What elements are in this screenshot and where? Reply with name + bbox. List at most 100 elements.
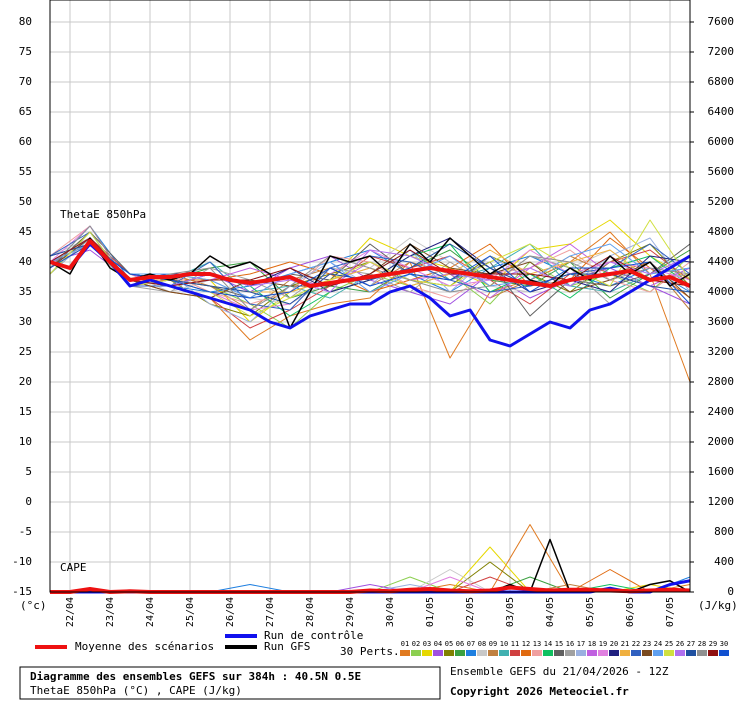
y-tick-label: 20 xyxy=(19,375,32,388)
theta-line xyxy=(49,239,691,288)
legend-label: Run de contrôle xyxy=(264,629,363,642)
legend-swatch xyxy=(433,650,443,656)
legend-label: 23 xyxy=(643,640,651,648)
y2-tick-label: 1200 xyxy=(708,495,735,508)
y2-tick-label: 7600 xyxy=(708,15,735,28)
legend-swatch xyxy=(565,650,575,656)
legend-label: 09 xyxy=(489,640,497,648)
x-tick-label: 05/05 xyxy=(585,597,596,627)
y-tick-label: -5 xyxy=(19,525,32,538)
y2-tick-label: 6000 xyxy=(708,135,735,148)
y2-tick-label: 4800 xyxy=(708,225,735,238)
pert-theta-line xyxy=(49,237,691,287)
x-tick-label: 30/04 xyxy=(385,597,396,627)
x-tick-label: 27/04 xyxy=(265,597,276,627)
theta-line xyxy=(49,242,691,348)
y2-tick-label: 2000 xyxy=(708,435,735,448)
legend-swatch xyxy=(477,650,487,656)
legend-label: Moyenne des scénarios xyxy=(75,640,214,653)
legend-swatch xyxy=(576,650,586,656)
legend-label: 10 xyxy=(500,640,508,648)
y-tick-label: 35 xyxy=(19,285,32,298)
y-tick-label: 10 xyxy=(19,435,32,448)
legend-swatch xyxy=(488,650,498,656)
legend-label: 14 xyxy=(544,640,552,648)
run-info: Ensemble GEFS du 21/04/2026 - 12Z xyxy=(450,665,669,678)
legend-label: 08 xyxy=(478,640,486,648)
legend-label: 11 xyxy=(511,640,519,648)
legend-swatch xyxy=(554,650,564,656)
legend-swatch xyxy=(422,650,432,656)
pert-theta-line xyxy=(49,243,691,299)
legend-label: 06 xyxy=(456,640,464,648)
legend-swatch xyxy=(664,650,674,656)
x-tick-label: 06/05 xyxy=(625,597,636,627)
legend-label: 02 xyxy=(412,640,420,648)
legend-swatch xyxy=(719,650,729,656)
legend-label: Run GFS xyxy=(264,640,310,653)
y-tick-label: 60 xyxy=(19,135,32,148)
legend-label: 25 xyxy=(665,640,673,648)
legend-label: 12 xyxy=(522,640,530,648)
x-tick-label: 02/05 xyxy=(465,597,476,627)
legend-label: 18 xyxy=(588,640,596,648)
legend-swatch xyxy=(620,650,630,656)
y2-tick-label: 3200 xyxy=(708,345,735,358)
legend-swatch xyxy=(521,650,531,656)
legend-label: 07 xyxy=(467,640,475,648)
legend-swatch xyxy=(653,650,663,656)
y2-tick-label: 3600 xyxy=(708,315,735,328)
legend-label: 05 xyxy=(445,640,453,648)
y-tick-label: 40 xyxy=(19,255,32,268)
y-tick-label: 75 xyxy=(19,45,32,58)
legend-label: 17 xyxy=(577,640,585,648)
legend-label: 03 xyxy=(423,640,431,648)
y2-tick-label: 7200 xyxy=(708,45,735,58)
x-tick-label: 29/04 xyxy=(345,597,356,627)
legend-swatch xyxy=(510,650,520,656)
y2-unit: (J/kg) xyxy=(698,599,738,612)
theta-label: ThetaE 850hPa xyxy=(60,208,146,221)
legend-swatch xyxy=(598,650,608,656)
x-tick-label: 01/05 xyxy=(425,597,436,627)
y-tick-label: 5 xyxy=(25,465,32,478)
legend-swatch xyxy=(532,650,542,656)
y2-tick-label: 800 xyxy=(714,525,734,538)
legend-label: 26 xyxy=(676,640,684,648)
y-tick-label: 50 xyxy=(19,195,32,208)
y-unit: (°c) xyxy=(20,599,47,612)
legend-label: 28 xyxy=(698,640,706,648)
title-box xyxy=(19,666,441,700)
legend-swatch xyxy=(411,650,421,656)
x-tick-label: 03/05 xyxy=(505,597,516,627)
legend-swatch xyxy=(587,650,597,656)
x-tick-label: 24/04 xyxy=(145,597,156,627)
x-tick-label: 07/05 xyxy=(665,597,676,627)
y2-tick-label: 5600 xyxy=(708,165,735,178)
legend-label: 19 xyxy=(599,640,607,648)
legend-label: 15 xyxy=(555,640,563,648)
legend-swatch xyxy=(708,650,718,656)
y2-tick-label: 2800 xyxy=(708,375,735,388)
subtitle: ThetaE 850hPa (°C) , CAPE (J/kg) xyxy=(30,684,242,697)
legend-swatch xyxy=(631,650,641,656)
legend-label: 04 xyxy=(434,640,442,648)
y-tick-label: 25 xyxy=(19,345,32,358)
perts-label: 30 Perts. xyxy=(340,645,400,658)
y2-tick-label: 1600 xyxy=(708,465,735,478)
legend-label: 13 xyxy=(533,640,541,648)
legend-swatch xyxy=(543,650,553,656)
y-tick-label: 70 xyxy=(19,75,32,88)
x-tick-label: 26/04 xyxy=(225,597,236,627)
legend-swatch xyxy=(642,650,652,656)
y2-tick-label: 5200 xyxy=(708,195,735,208)
y-tick-label: 30 xyxy=(19,315,32,328)
y2-tick-label: 6400 xyxy=(708,105,735,118)
y-tick-label: 45 xyxy=(19,225,32,238)
x-tick-label: 04/05 xyxy=(545,597,556,627)
legend-swatch xyxy=(400,650,410,656)
y-tick-label: -15 xyxy=(12,585,32,598)
legend-label: 22 xyxy=(632,640,640,648)
